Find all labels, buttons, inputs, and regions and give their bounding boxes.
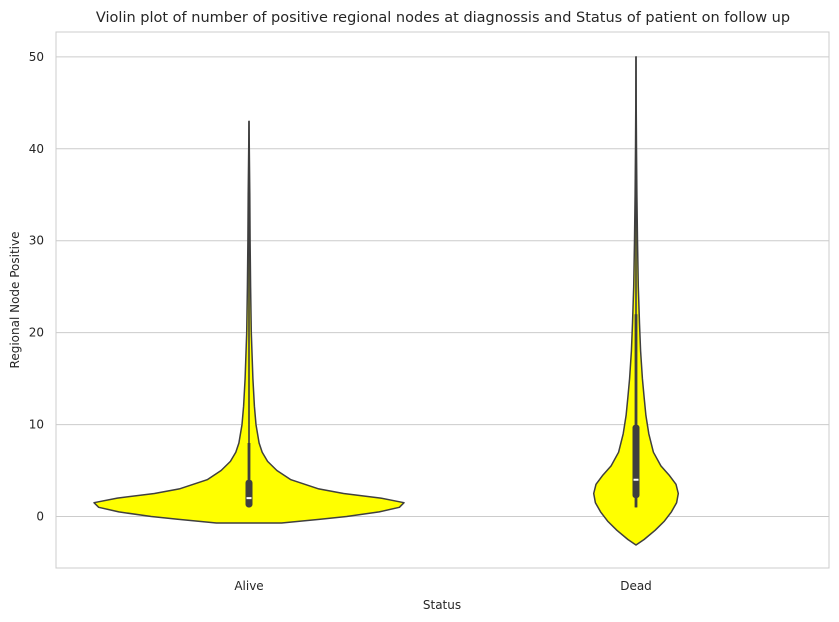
chart-title: Violin plot of number of positive region… [96, 10, 790, 26]
violin-iqr-box-dead [632, 424, 640, 499]
y-tick-label-30: 30 [29, 234, 44, 248]
violin-iqr-box-alive [245, 479, 253, 508]
x-tick-label-alive: Alive [234, 579, 263, 593]
y-tick-label-10: 10 [29, 418, 44, 432]
x-axis-label: Status [423, 598, 461, 612]
y-tick-label-0: 0 [36, 510, 44, 524]
y-axis-label: Regional Node Positive [8, 232, 22, 369]
plot-area: 0 10 20 30 40 50 Alive Dead [29, 31, 830, 593]
y-tick-label-50: 50 [29, 50, 44, 64]
y-tick-label-20: 20 [29, 326, 44, 340]
plot-frame [55, 31, 830, 569]
y-tick-label-40: 40 [29, 142, 44, 156]
plot-background [56, 32, 829, 568]
x-tick-label-dead: Dead [620, 579, 652, 593]
